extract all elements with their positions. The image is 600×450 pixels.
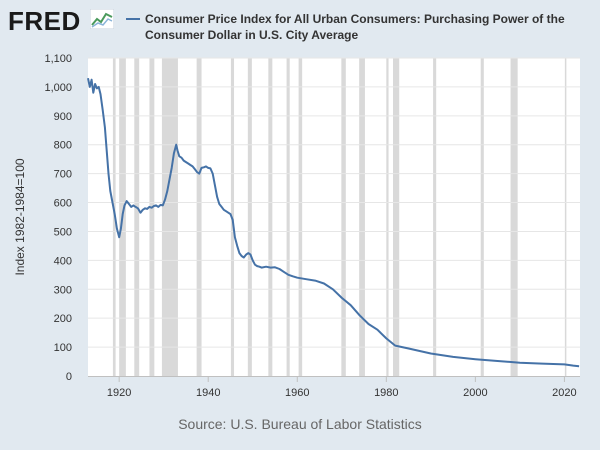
line-chart-icon (90, 9, 114, 29)
y-tick-label: 700 (54, 169, 72, 181)
y-tick-label: 500 (54, 226, 72, 238)
recession-band (247, 58, 252, 376)
x-tick-label: 1960 (285, 387, 309, 399)
y-tick-label: 200 (54, 313, 72, 325)
recession-band (386, 58, 389, 376)
x-tick-label: 2020 (552, 387, 576, 399)
recession-band (161, 58, 178, 376)
x-tick-label: 1920 (107, 387, 131, 399)
recession-band (433, 58, 437, 376)
recession-band (268, 58, 273, 376)
recession-band (564, 58, 567, 376)
y-tick-label: 1,000 (44, 82, 72, 94)
x-tick-label: 1980 (374, 387, 398, 399)
legend-swatch (126, 18, 140, 20)
recession-band (298, 58, 303, 376)
recession-band (149, 58, 155, 376)
series-line-purchasing-power (87, 77, 580, 368)
recession-band (196, 58, 202, 376)
y-axis-label: Index 1982-1984=100 (13, 158, 27, 275)
recession-band (341, 58, 346, 376)
y-tick-label: 900 (54, 111, 72, 123)
x-tick-label: 2000 (463, 387, 487, 399)
recession-band (286, 58, 290, 376)
y-tick-label: 0 (66, 371, 72, 383)
x-tick-label: 1940 (196, 387, 220, 399)
source-note: Source: U.S. Bureau of Labor Statistics (178, 416, 422, 432)
recession-band (480, 58, 484, 376)
y-tick-label: 400 (54, 255, 72, 267)
y-tick-label: 600 (54, 198, 72, 210)
y-tick-label: 1,100 (44, 53, 72, 65)
recession-band (392, 58, 400, 376)
chart-title: Consumer Price Index for All Urban Consu… (145, 12, 565, 42)
x-axis: 1920 1940 1960 1980 2000 2020 (88, 376, 580, 399)
recession-band (359, 58, 365, 376)
plot-area (88, 58, 580, 376)
gridlines (88, 57, 580, 348)
y-tick-label: 100 (54, 342, 72, 354)
y-tick-label: 300 (54, 284, 72, 296)
recession-band (134, 58, 140, 376)
recession-band (510, 58, 518, 376)
y-tick-label: 800 (54, 140, 72, 152)
fred-logo[interactable]: FRED (8, 6, 81, 36)
y-axis: 0 100 200 300 400 500 600 700 800 900 1,000 1,100 (44, 53, 72, 383)
